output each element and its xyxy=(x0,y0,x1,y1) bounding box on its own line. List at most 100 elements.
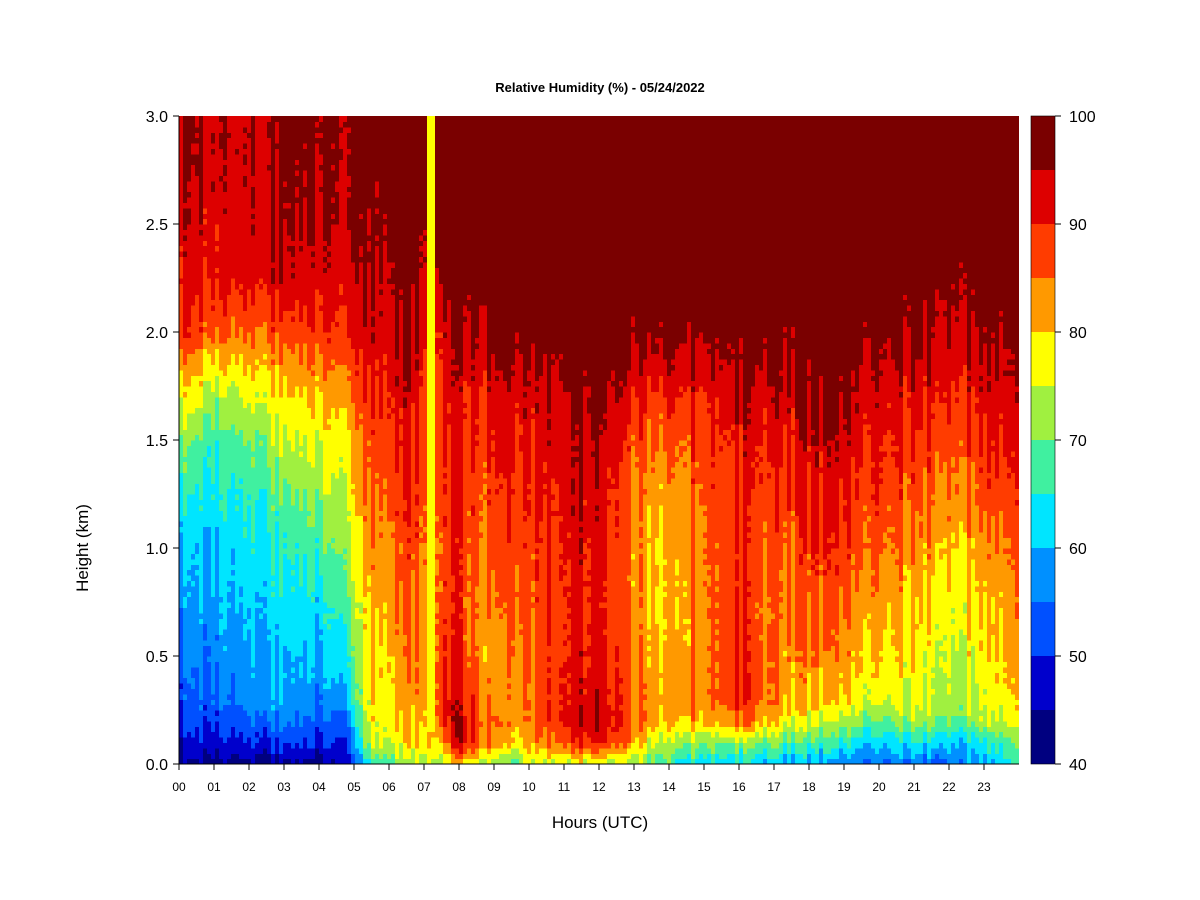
heatmap-cell xyxy=(303,548,308,554)
heatmap-cell xyxy=(195,559,200,565)
heatmap-cell xyxy=(343,559,348,565)
heatmap-cell xyxy=(235,208,240,214)
heatmap-cell xyxy=(243,418,248,424)
heatmap-cell xyxy=(239,435,244,441)
heatmap-cell xyxy=(323,586,328,592)
heatmap-cell xyxy=(207,165,212,171)
heatmap-cell xyxy=(231,656,236,662)
heatmap-cell xyxy=(331,364,336,370)
heatmap-cell xyxy=(183,246,188,252)
heatmap-cell xyxy=(335,208,340,214)
heatmap-cell xyxy=(207,640,212,646)
heatmap-cell xyxy=(191,343,196,349)
heatmap-cell xyxy=(191,505,196,511)
heatmap-cell xyxy=(243,208,248,214)
heatmap-cell xyxy=(227,661,232,667)
heatmap-cell xyxy=(227,537,232,543)
heatmap-cell xyxy=(323,678,328,684)
heatmap-cell xyxy=(279,300,284,306)
heatmap-cell xyxy=(315,624,320,630)
heatmap-cell xyxy=(259,651,264,657)
heatmap-cell xyxy=(279,224,284,230)
heatmap-cell xyxy=(279,580,284,586)
heatmap-cell xyxy=(251,645,256,651)
heatmap-cell xyxy=(235,289,240,295)
heatmap-cell xyxy=(215,510,220,516)
heatmap-cell xyxy=(299,343,304,349)
heatmap-cell xyxy=(327,575,332,581)
heatmap-cell xyxy=(223,645,228,651)
heatmap-cell xyxy=(195,321,200,327)
heatmap-cell xyxy=(223,429,228,435)
heatmap-cell xyxy=(311,726,316,732)
heatmap-cell xyxy=(295,337,300,343)
heatmap-cell xyxy=(327,175,332,181)
heatmap-cell xyxy=(199,602,204,608)
heatmap-cell xyxy=(191,116,196,122)
heatmap-cell xyxy=(299,661,304,667)
heatmap-cell xyxy=(291,251,296,257)
heatmap-cell xyxy=(243,634,248,640)
heatmap-cell xyxy=(203,138,208,144)
heatmap-cell xyxy=(187,532,192,538)
heatmap-cell xyxy=(219,553,224,559)
heatmap-cell xyxy=(263,526,268,532)
heatmap-cell xyxy=(323,624,328,630)
heatmap-cell xyxy=(263,715,268,721)
heatmap-cell xyxy=(307,267,312,273)
heatmap-cell xyxy=(335,721,340,727)
heatmap-cell xyxy=(311,181,316,187)
heatmap-cell xyxy=(307,602,312,608)
heatmap-cell xyxy=(295,391,300,397)
heatmap-cell xyxy=(291,564,296,570)
heatmap-cell xyxy=(275,526,280,532)
heatmap-cell xyxy=(191,445,196,451)
heatmap-cell xyxy=(259,445,264,451)
heatmap-cell xyxy=(203,170,208,176)
heatmap-cell xyxy=(343,672,348,678)
heatmap-cell xyxy=(327,553,332,559)
heatmap-cell xyxy=(227,316,232,322)
heatmap-cell xyxy=(311,699,316,705)
heatmap-cell xyxy=(211,381,216,387)
heatmap-cell xyxy=(315,478,320,484)
heatmap-cell xyxy=(275,553,280,559)
heatmap-cell xyxy=(311,138,316,144)
heatmap-cell xyxy=(227,564,232,570)
heatmap-cell xyxy=(227,408,232,414)
heatmap-cell xyxy=(291,116,296,122)
heatmap-cell xyxy=(243,300,248,306)
heatmap-cell xyxy=(255,246,260,252)
heatmap-cell xyxy=(187,494,192,500)
heatmap-cell xyxy=(191,456,196,462)
heatmap-cell xyxy=(251,159,256,165)
heatmap-cell xyxy=(267,213,272,219)
heatmap-cell xyxy=(199,559,204,565)
heatmap-cell xyxy=(327,526,332,532)
heatmap-cell xyxy=(267,570,272,576)
heatmap-cell xyxy=(331,645,336,651)
heatmap-cell xyxy=(203,186,208,192)
heatmap-cell xyxy=(343,634,348,640)
heatmap-cell xyxy=(287,624,292,630)
heatmap-cell xyxy=(239,721,244,727)
heatmap-cell xyxy=(271,402,276,408)
heatmap-cell xyxy=(227,543,232,549)
heatmap-cell xyxy=(183,624,188,630)
heatmap-cell xyxy=(239,418,244,424)
heatmap-cell xyxy=(275,224,280,230)
heatmap-cell xyxy=(327,343,332,349)
heatmap-cell xyxy=(315,553,320,559)
heatmap-cell xyxy=(299,208,304,214)
heatmap-cell xyxy=(279,219,284,225)
heatmap-cell xyxy=(223,418,228,424)
heatmap-cell xyxy=(231,186,236,192)
heatmap-cell xyxy=(263,672,268,678)
heatmap-cell xyxy=(295,748,300,754)
heatmap-cell xyxy=(215,607,220,613)
heatmap-cell xyxy=(219,251,224,257)
heatmap-cell xyxy=(343,364,348,370)
heatmap-cell xyxy=(339,462,344,468)
heatmap-cell xyxy=(239,661,244,667)
heatmap-cell xyxy=(255,197,260,203)
